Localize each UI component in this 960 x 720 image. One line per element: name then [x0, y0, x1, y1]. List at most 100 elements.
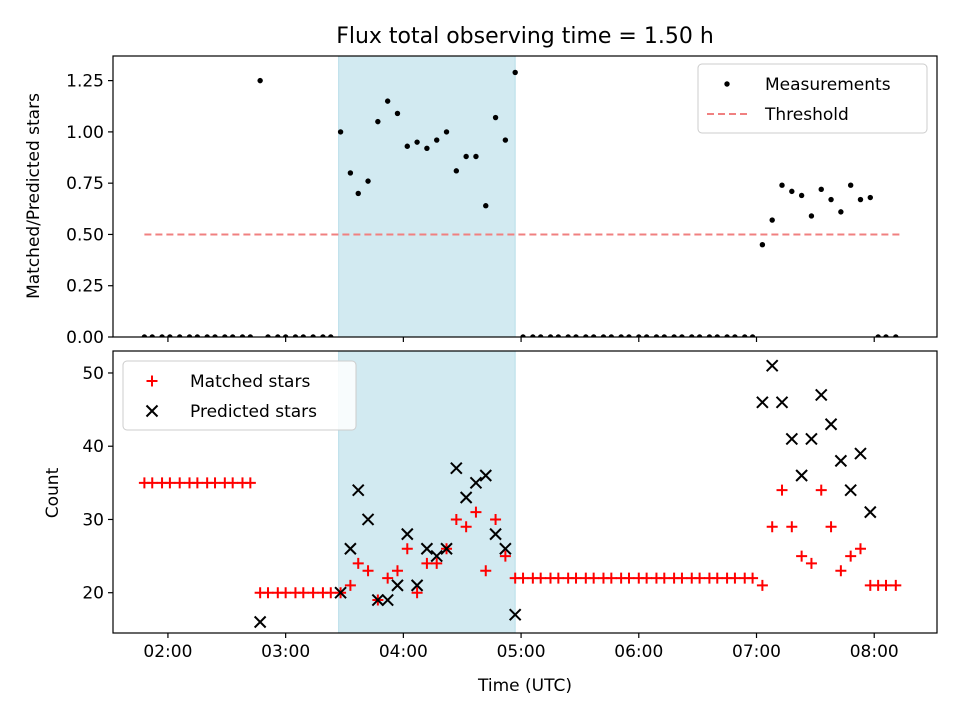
matched-star-point	[854, 543, 866, 555]
measurement-point	[212, 334, 218, 337]
measurement-point	[365, 178, 371, 184]
measurement-point	[883, 334, 889, 337]
measurement-point	[149, 334, 155, 337]
measurement-point	[530, 334, 536, 337]
x-axis-label: Time (UTC)	[477, 676, 572, 696]
measurement-point	[337, 129, 344, 135]
measurement-point	[724, 334, 730, 337]
predicted-star-point	[469, 476, 483, 490]
measurement-point	[608, 334, 615, 337]
matched-star-point	[490, 513, 502, 525]
bottom-y-axis-label: Count	[43, 467, 63, 518]
matched-star-point	[352, 557, 364, 569]
y-tick-label: 40	[82, 437, 104, 457]
measurement-point	[779, 182, 785, 188]
predicted-star-point	[371, 593, 385, 607]
predicted-star-point	[844, 483, 857, 497]
predicted-star-point	[352, 483, 365, 497]
predicted-star-point	[756, 396, 769, 409]
plot-area	[141, 69, 902, 337]
measurement-point	[473, 153, 479, 160]
measurement-point	[275, 334, 281, 337]
measurement-point	[453, 168, 460, 174]
x-tick-label: 04:00	[379, 642, 428, 662]
matched-star-point	[460, 521, 472, 533]
matched-star-point	[729, 572, 741, 584]
matched-star-point	[535, 572, 547, 584]
matched-star-point	[209, 477, 221, 489]
measurement-point	[424, 145, 430, 151]
matched-star-point	[570, 572, 582, 584]
measurement-point	[626, 334, 632, 337]
matched-star-point	[146, 477, 158, 489]
matched-star-point	[227, 477, 239, 489]
measurement-point	[194, 334, 201, 337]
matched-star-point	[164, 477, 176, 489]
predicted-star-point	[864, 505, 877, 519]
predicted-star-point	[420, 542, 434, 555]
y-tick-label: 1.00	[66, 123, 104, 143]
measurement-point	[867, 194, 873, 201]
matched-star-point	[747, 572, 759, 584]
measurement-point	[394, 110, 401, 117]
matched-star-point	[431, 557, 443, 569]
matched-star-point	[411, 587, 423, 599]
axes-frame	[112, 350, 938, 634]
measurement-point	[573, 334, 579, 337]
legend: Measurements Threshold	[697, 63, 928, 134]
predicted-star-point	[430, 549, 443, 563]
measurement-point	[292, 334, 299, 337]
predicted-star-point	[361, 513, 375, 526]
y-tick-label: 0.50	[66, 225, 104, 245]
matched-star-point	[676, 572, 688, 584]
measurement-point	[600, 334, 607, 337]
measurement-point	[483, 203, 489, 209]
measurement-point	[643, 334, 650, 337]
legend-x-icon	[145, 404, 159, 418]
matched-star-point	[391, 565, 403, 577]
predicted-star-point	[489, 527, 502, 541]
matched-star-point	[796, 550, 808, 562]
y-tick-label: 0.25	[66, 277, 104, 297]
measurement-point	[742, 334, 748, 337]
matched-star-point	[421, 557, 433, 569]
shaded-observing-window	[338, 350, 516, 634]
matched-star-point	[552, 572, 564, 584]
matched-star-point	[890, 579, 902, 591]
measurement-point	[310, 334, 316, 337]
series-0	[138, 477, 902, 606]
matched-star-point	[401, 543, 413, 555]
matched-star-point	[825, 521, 837, 533]
top-panel: 0.00 0.25 0.50 0.75 1.00 1.25 Measurements Thre…	[66, 55, 938, 348]
measurement-point	[828, 196, 834, 203]
predicted-star-point	[440, 542, 453, 555]
series-0	[141, 69, 899, 337]
measurement-point	[347, 170, 354, 176]
measurement-point	[463, 153, 469, 160]
measurement-point	[239, 334, 246, 337]
matched-star-point	[805, 557, 817, 569]
predicted-star-point	[391, 579, 404, 592]
measurement-point	[565, 334, 571, 337]
matched-star-point	[641, 572, 653, 584]
y-tick-label: 20	[82, 584, 104, 604]
matched-star-point	[776, 484, 788, 496]
measurement-point	[636, 334, 642, 337]
matched-star-point	[325, 587, 337, 599]
measurement-point	[689, 334, 695, 337]
matched-star-point	[450, 513, 462, 525]
matched-star-point	[307, 587, 319, 599]
y-tick-label: 50	[82, 364, 104, 384]
measurement-point	[769, 217, 775, 223]
matched-star-point	[835, 565, 847, 577]
predicted-star-point	[775, 396, 789, 409]
legend-label: Matched stars	[190, 372, 310, 392]
measurement-point	[434, 137, 440, 143]
measurement-point	[502, 137, 509, 143]
bottom-panel: 20 30 40 50 02:00 03:00 04:00 05:00 06:00 07:00 08…	[82, 350, 938, 662]
measurement-point	[808, 213, 815, 219]
predicted-star-point	[824, 418, 838, 431]
measurement-point	[265, 334, 271, 337]
measurement-point	[789, 188, 795, 195]
predicted-star-point	[805, 432, 818, 446]
